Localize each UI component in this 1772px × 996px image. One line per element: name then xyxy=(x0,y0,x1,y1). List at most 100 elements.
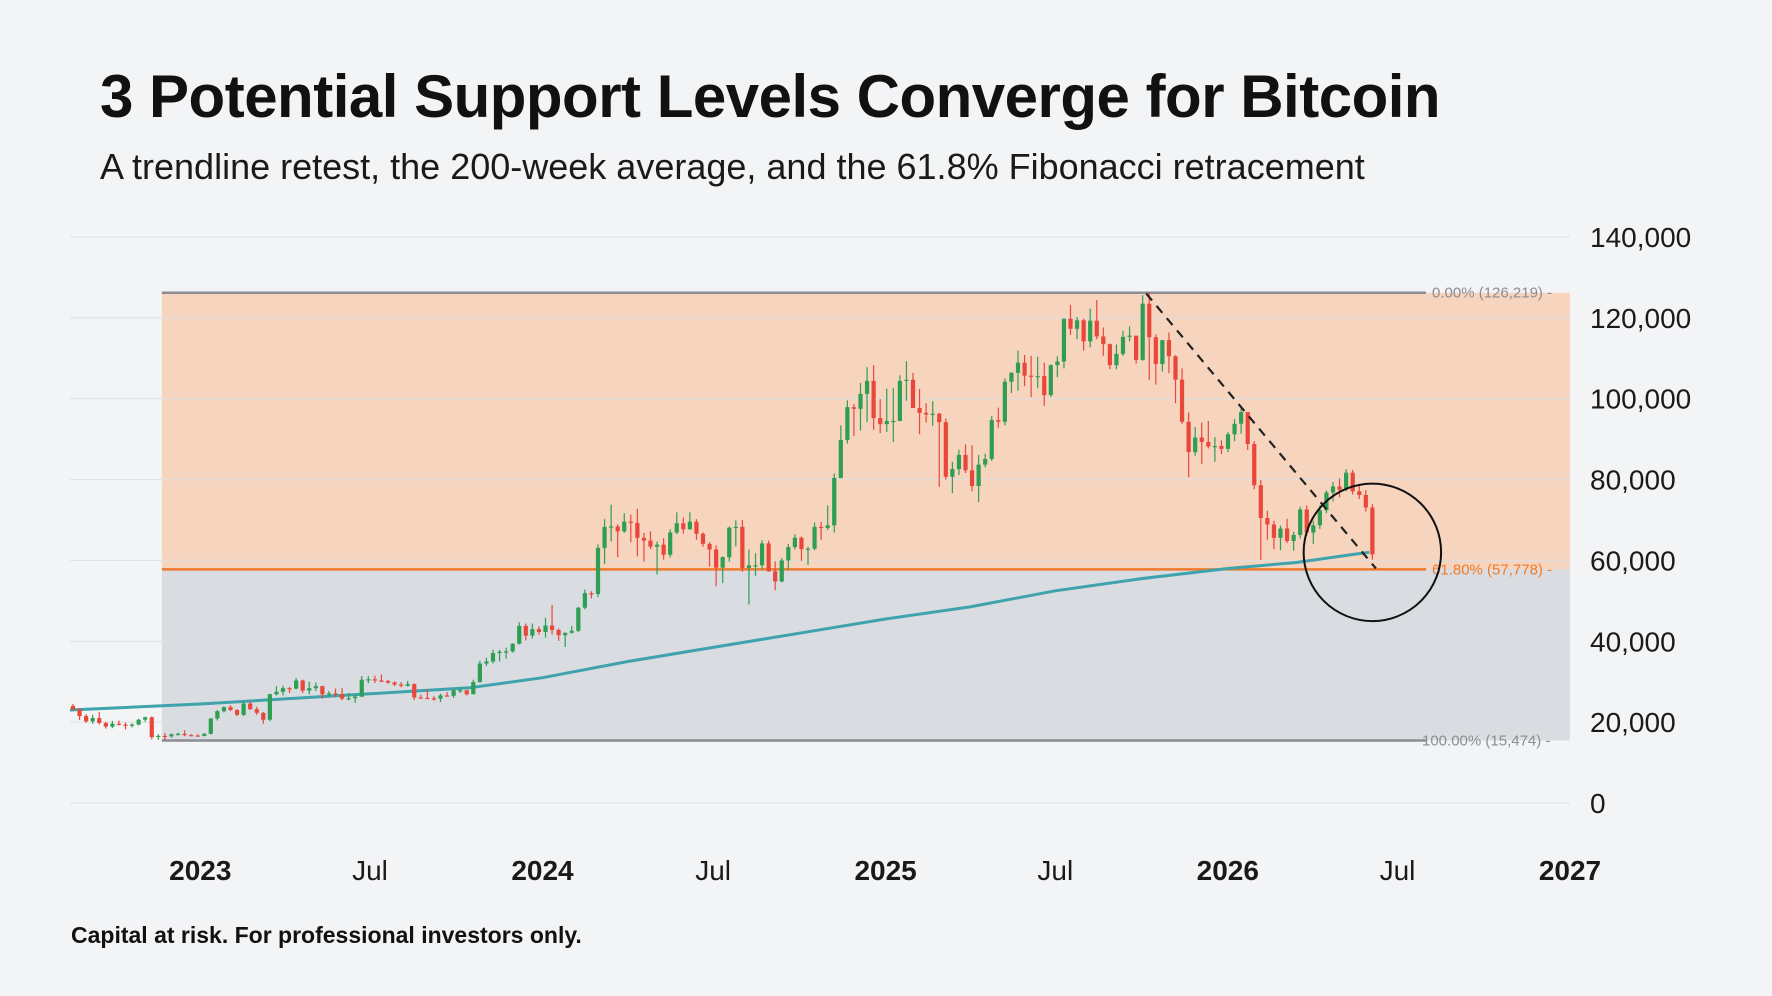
candle xyxy=(563,632,568,647)
candle xyxy=(661,538,666,560)
candle xyxy=(1029,355,1034,398)
candlestick-series xyxy=(70,292,1375,741)
candle-body xyxy=(825,525,830,529)
candle xyxy=(326,691,332,697)
candle-body xyxy=(1370,507,1375,555)
candle-body xyxy=(700,533,706,544)
candle xyxy=(438,693,443,702)
candle-body xyxy=(379,680,384,682)
candle-body xyxy=(261,712,266,720)
candle xyxy=(143,716,148,722)
candle-body xyxy=(307,688,312,691)
candle xyxy=(195,734,200,737)
candle xyxy=(307,681,312,695)
candle-body xyxy=(845,407,850,440)
candle-body xyxy=(464,690,469,695)
chart-subtitle: A trendline retest, the 200-week average… xyxy=(100,146,1365,187)
candle-body xyxy=(714,549,719,568)
candle-body xyxy=(1042,376,1047,396)
candle xyxy=(471,679,476,695)
candle xyxy=(674,512,679,535)
candle-body xyxy=(576,607,581,631)
candle xyxy=(254,706,259,715)
candle-body xyxy=(523,625,528,636)
y-tick-label: 0 xyxy=(1590,788,1606,819)
candle xyxy=(490,649,496,664)
candle-body xyxy=(477,663,482,683)
candle-body xyxy=(1107,344,1112,366)
candle-body xyxy=(1284,528,1290,542)
candle xyxy=(70,703,76,711)
candle xyxy=(129,723,135,728)
candle-body xyxy=(1068,318,1073,329)
candle-body xyxy=(983,458,988,465)
candle-body xyxy=(727,527,732,558)
candle xyxy=(359,676,364,698)
candle xyxy=(90,714,95,724)
candle-body xyxy=(786,547,791,561)
candle-body xyxy=(385,680,391,683)
candle xyxy=(884,388,889,432)
candle-body xyxy=(917,408,922,413)
candle xyxy=(943,418,948,480)
candle-body xyxy=(910,379,916,409)
candle xyxy=(838,425,843,479)
candle xyxy=(1114,344,1119,370)
fib-upper-zone xyxy=(161,292,1570,570)
candle-body xyxy=(969,470,975,487)
x-tick-label: 2024 xyxy=(511,855,574,886)
candle-body xyxy=(589,593,594,595)
candle xyxy=(1179,368,1185,424)
candle xyxy=(1370,504,1375,560)
candle xyxy=(1186,412,1191,478)
candle xyxy=(294,678,299,690)
candle-body xyxy=(1363,494,1368,508)
candle xyxy=(930,401,935,426)
candle-body xyxy=(70,705,76,710)
candle-body xyxy=(1232,423,1237,435)
candle xyxy=(779,558,784,583)
candle xyxy=(320,685,325,699)
candle xyxy=(97,712,102,725)
candle xyxy=(753,553,758,576)
candle xyxy=(1134,335,1139,364)
candle xyxy=(609,504,614,542)
candle xyxy=(280,685,286,696)
candle-body xyxy=(563,632,568,636)
candle xyxy=(950,461,955,494)
candle xyxy=(116,720,122,726)
candle-body xyxy=(458,690,463,692)
candle xyxy=(399,682,404,688)
candle-body xyxy=(195,735,200,737)
candle-body xyxy=(484,661,489,664)
candle-body xyxy=(497,651,502,654)
moving-average xyxy=(69,550,1370,712)
candle xyxy=(182,730,187,737)
candle xyxy=(1009,372,1014,394)
candle xyxy=(878,399,883,434)
candle-body xyxy=(1009,372,1014,382)
x-tick-label: 2023 xyxy=(169,855,231,886)
candle xyxy=(464,690,469,696)
x-tick-label: Jul xyxy=(695,855,731,886)
candle xyxy=(956,449,962,476)
candle xyxy=(1015,350,1021,391)
candle xyxy=(668,529,673,558)
candle xyxy=(379,674,384,683)
x-tick-label: 2026 xyxy=(1197,855,1259,886)
candle xyxy=(819,522,824,540)
candle xyxy=(221,706,227,713)
candle xyxy=(937,412,942,487)
candle xyxy=(720,556,725,584)
candle-body xyxy=(110,723,115,727)
candle-body xyxy=(221,707,227,712)
candle xyxy=(451,689,456,698)
candle-body xyxy=(1002,381,1007,422)
candle xyxy=(1140,295,1145,361)
candle xyxy=(1048,364,1053,398)
candle xyxy=(727,526,732,562)
candle-body xyxy=(1160,340,1165,364)
candle xyxy=(1094,300,1099,340)
candle xyxy=(1206,420,1211,449)
candle xyxy=(773,561,778,591)
